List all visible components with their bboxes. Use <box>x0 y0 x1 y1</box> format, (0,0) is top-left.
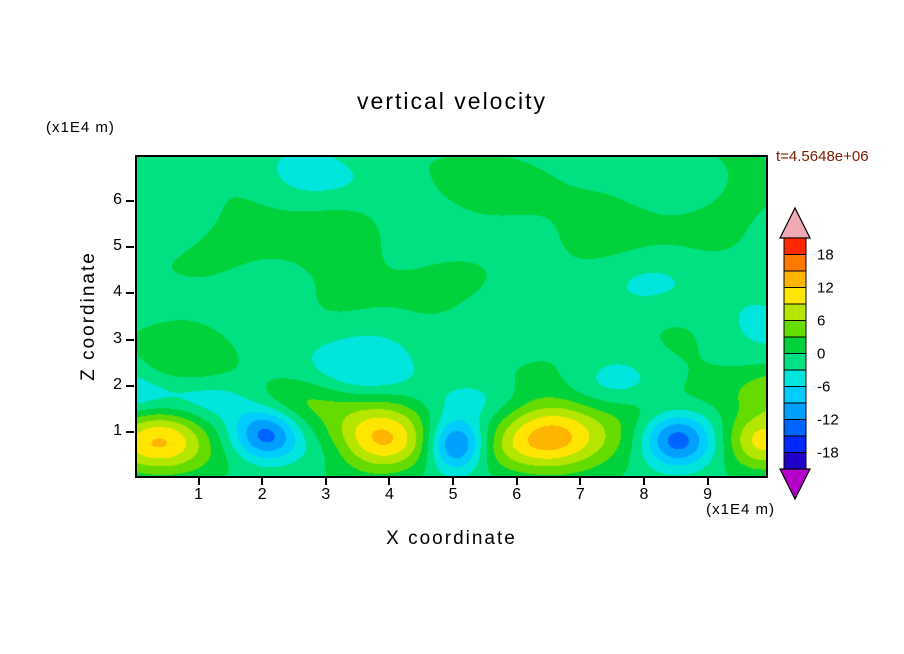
y-tick-label: 5 <box>113 237 122 255</box>
chart-title: vertical velocity <box>357 88 547 114</box>
x-axis-unit-label: (x1E4 m) <box>706 501 775 518</box>
x-tick-mark <box>388 478 391 485</box>
x-tick-label: 2 <box>257 486 267 503</box>
y-tick-label: 6 <box>113 191 122 209</box>
colorbar-cell <box>783 287 807 305</box>
y-tick-label: 2 <box>113 375 122 393</box>
x-tick-label: 8 <box>639 486 649 503</box>
colorbar-cell <box>783 419 807 437</box>
colorbar-cell <box>783 353 807 371</box>
colorbar-under-arrow <box>779 468 811 501</box>
x-tick-label: 7 <box>575 486 585 503</box>
colorbar-tick-label: 12 <box>817 280 834 297</box>
y-tick-mark <box>126 338 134 341</box>
colorbar-over-arrow <box>779 206 811 239</box>
y-tick-label: 4 <box>113 283 122 301</box>
x-tick-mark <box>579 478 582 485</box>
colorbar-tick-label: 18 <box>817 247 834 264</box>
x-tick-label: 9 <box>703 486 713 503</box>
colorbar: 18 12 6 0 -6 -12 -18 <box>779 206 839 501</box>
y-tick-mark <box>126 384 134 387</box>
x-tick-mark <box>324 478 327 485</box>
colorbar-cell <box>783 369 807 387</box>
x-tick-label: 3 <box>321 486 331 503</box>
x-tick-mark <box>642 478 645 485</box>
x-tick-mark <box>706 478 709 485</box>
colorbar-cell <box>783 237 807 255</box>
colorbar-tick-label: -12 <box>817 412 839 429</box>
y-tick-label: 3 <box>113 329 122 347</box>
y-tick-label: 1 <box>113 421 122 439</box>
colorbar-cell <box>783 386 807 404</box>
x-tick-mark <box>197 478 200 485</box>
x-tick-label: 4 <box>385 486 394 503</box>
y-axis-unit-label: (x1E4 m) <box>46 119 115 136</box>
colorbar-tick-label: -6 <box>817 379 830 396</box>
x-tick-label: 1 <box>194 486 204 503</box>
colorbar-cell <box>783 320 807 338</box>
colorbar-cell <box>783 303 807 321</box>
colorbar-cell <box>783 336 807 354</box>
colorbar-cell <box>783 402 807 420</box>
x-tick-mark <box>452 478 455 485</box>
colorbar-tick-label: 6 <box>817 313 825 330</box>
colorbar-tick-label: 0 <box>817 346 825 363</box>
x-tick-label: 5 <box>448 486 458 503</box>
y-tick-mark <box>126 430 134 433</box>
y-tick-mark <box>126 200 134 203</box>
colorbar-cell <box>783 452 807 470</box>
contour-plot-area <box>135 155 768 478</box>
colorbar-tick-label: -18 <box>817 445 839 462</box>
y-tick-mark <box>126 246 134 249</box>
y-tick-mark <box>126 292 134 295</box>
colorbar-cell <box>783 254 807 272</box>
x-tick-mark <box>261 478 264 485</box>
x-tick-mark <box>515 478 518 485</box>
time-label: t=4.5648e+06 <box>776 148 869 165</box>
x-axis-title: X coordinate <box>386 528 517 549</box>
colorbar-cell <box>783 270 807 288</box>
colorbar-cell <box>783 435 807 453</box>
x-tick-label: 6 <box>512 486 522 503</box>
